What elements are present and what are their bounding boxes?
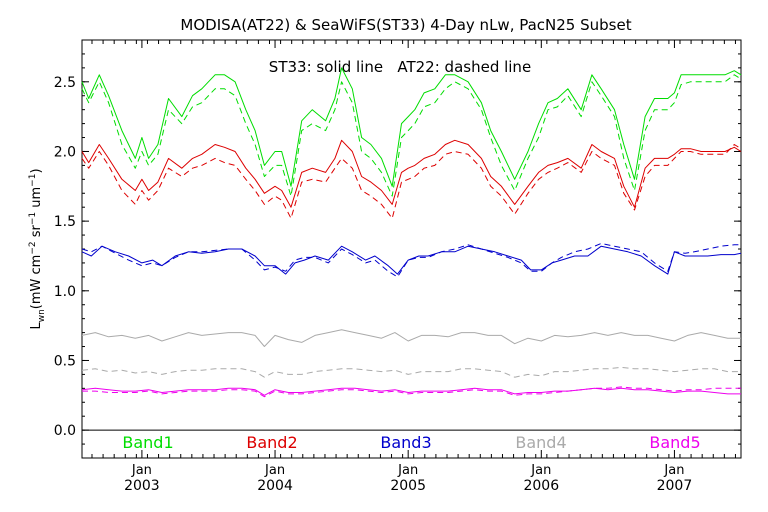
series-line-band2-at22 [81,144,742,219]
x-tick-month: Jan [131,463,152,478]
x-tick-month: Jan [264,463,285,478]
y-tick-label: 0.0 [54,423,76,439]
x-tick-year: 2005 [390,478,426,494]
series-line-band2-st33 [81,139,742,208]
x-tick-month: Jan [397,463,418,478]
y-label-um: um [29,187,44,212]
y-tick-label: 0.5 [54,353,76,369]
y-label-close: ) [29,168,44,173]
y-label-exp3: −1 [28,174,38,187]
y-label-l: L [29,322,44,330]
plot-frame [81,39,742,459]
y-tick-label: 2.5 [54,75,76,91]
series-line-band3-at22 [81,242,741,278]
chart-title: MODISA(AT22) & SeaWiFS(ST33) 4-Day nLw, … [180,16,631,34]
y-axis-label: Lwn(mW cm−2 sr−1 um−1) [28,168,47,329]
series-line-band1-at22 [81,74,742,197]
legend-item-band4: Band4 [515,433,566,452]
y-label-sr: sr [29,224,44,241]
series-line-band5-st33 [81,387,741,396]
x-tick-year: 2003 [124,478,160,494]
legend-item-band3: Band3 [380,433,431,452]
x-tick-month: Jan [530,463,551,478]
y-label-sub: wn [37,309,47,322]
legend-item-band2: Band2 [246,433,297,452]
series-line-band5-at22 [82,386,741,398]
x-tick-year: 2007 [657,478,693,494]
x-tick-year: 2004 [257,478,293,494]
series-line-band1-st33 [81,67,742,187]
y-label-open: (mW cm [29,255,44,310]
y-label-exp2: −1 [28,212,38,225]
y-tick-label: 1.5 [54,214,76,230]
chart-subtitle: ST33: solid line AT22: dashed line [269,58,531,76]
legend-item-band1: Band1 [122,433,173,452]
series-line-band4-st33 [81,329,741,347]
y-label-exp1: −2 [28,241,38,254]
series-line-band4-at22 [81,366,741,378]
y-axis: 0.0 0.5 1.0 1.5 2.0 2.5 [54,53,741,445]
series-layer [81,67,742,398]
series-line-band3-st33 [81,245,742,275]
legend-item-band5: Band5 [649,433,700,452]
legend: Band1 Band2 Band3 Band4 Band5 [122,433,700,452]
y-tick-label: 2.0 [54,144,76,160]
x-tick-year: 2006 [523,478,559,494]
x-tick-month: Jan [663,463,684,478]
y-tick-label: 1.0 [54,284,76,300]
